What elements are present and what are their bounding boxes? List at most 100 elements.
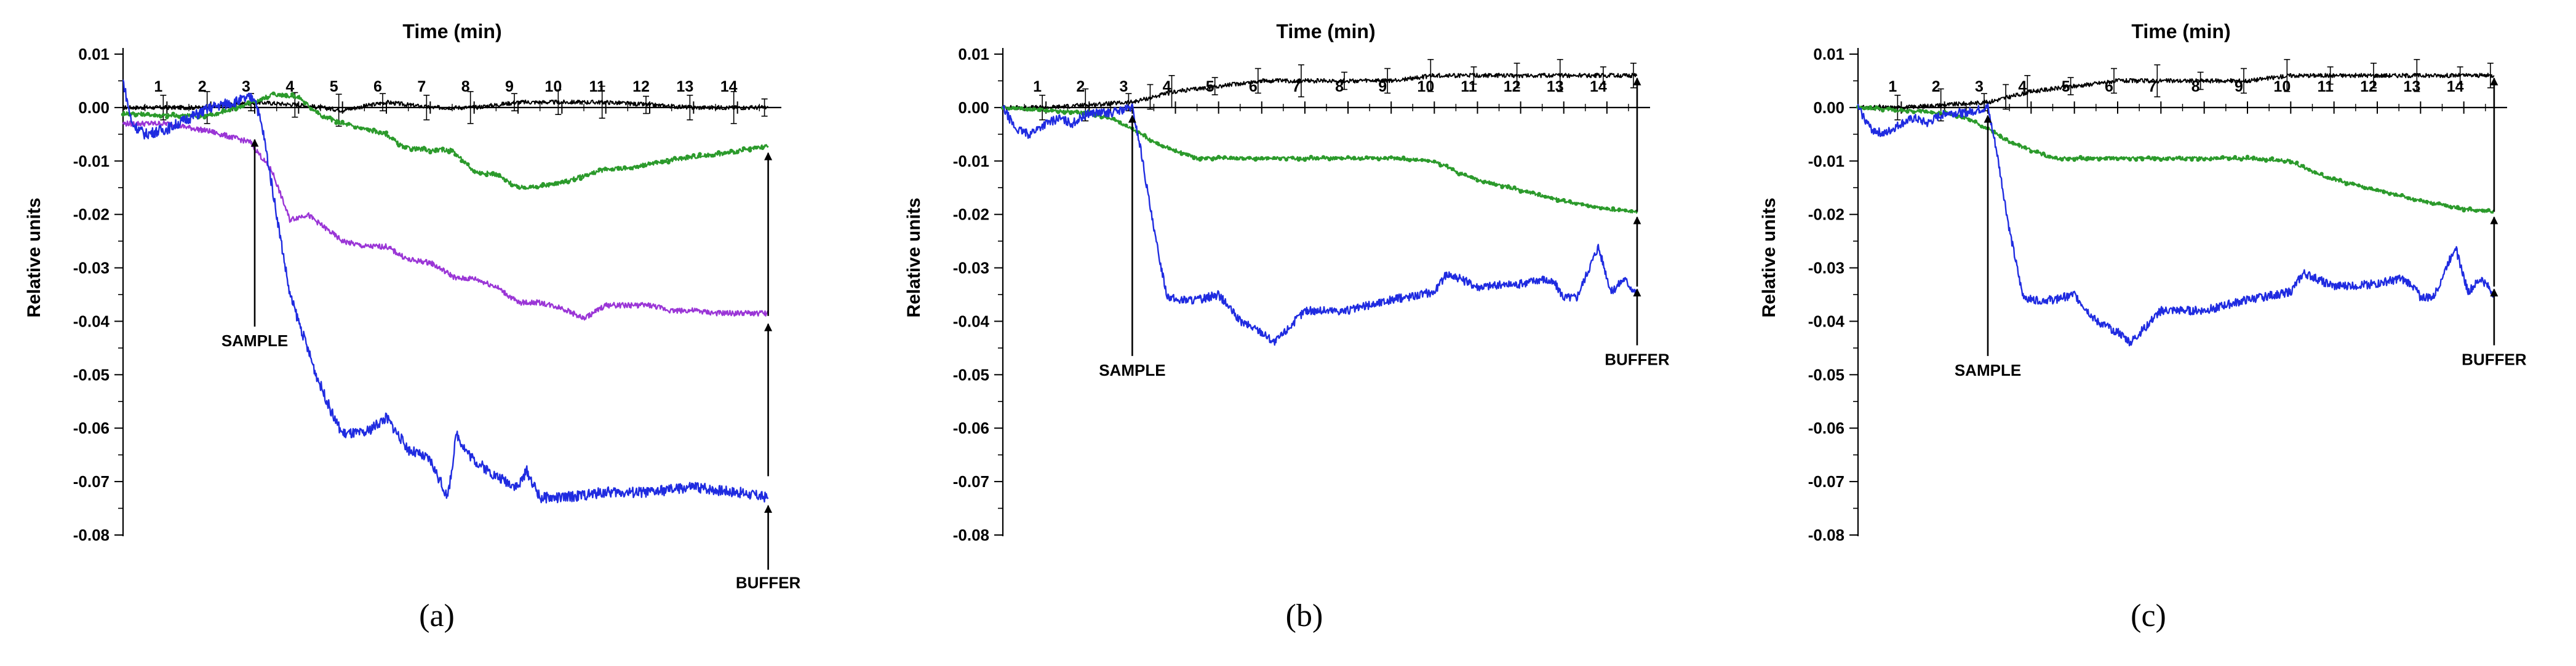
- x-tick-label: 14: [720, 78, 738, 95]
- series-point-green: [390, 137, 395, 141]
- series-point-green: [1204, 156, 1208, 161]
- x-tick-label: 1: [1033, 78, 1042, 95]
- series-point-green: [1069, 111, 1073, 116]
- series-point-green: [1512, 185, 1517, 189]
- series-point-green: [1568, 199, 1572, 204]
- series-point-green: [1376, 157, 1381, 162]
- chart-c-svg: 0.01 0.00 -0.01 -0.02 -0.03 -0.04 -0.05 -0.06 -0…: [1759, 20, 2527, 633]
- series-point-green: [1309, 154, 1314, 159]
- series-point-green: [616, 165, 621, 170]
- x-tick-label: 4: [1163, 78, 1171, 95]
- series-point-green: [372, 127, 376, 132]
- panel-label: (c): [2131, 598, 2166, 633]
- y-tick-label: -0.03: [1808, 259, 1844, 277]
- series-point-green: [679, 156, 684, 161]
- chart-panel-b: 0.01 0.00 -0.01 -0.02 -0.03 -0.04 -0.05 -0.06 -0…: [874, 0, 1735, 666]
- series-line-green: [1857, 105, 2495, 214]
- series-point-green: [384, 130, 389, 135]
- series-point-green: [604, 167, 608, 171]
- series-point-green: [1031, 107, 1036, 111]
- x-tick-label: 3: [242, 78, 250, 95]
- series-point-green: [1525, 189, 1529, 194]
- series-point-green: [566, 180, 570, 184]
- y-tick-label: -0.02: [1808, 205, 1844, 224]
- series-point-green: [2363, 186, 2367, 191]
- y-tick-label: -0.08: [1808, 526, 1844, 544]
- series-point-green: [290, 92, 295, 97]
- series-point-green: [152, 113, 157, 117]
- series-point-green: [503, 178, 508, 183]
- x-tick-label: 10: [1417, 78, 1434, 95]
- series-point-green: [2301, 164, 2305, 168]
- series-point-green: [1272, 156, 1277, 161]
- x-tick-label: 6: [373, 78, 382, 95]
- series-point-green: [1457, 172, 1461, 176]
- series-point-green: [1531, 190, 1535, 195]
- series-point-green: [535, 185, 539, 189]
- series-point-green: [466, 162, 470, 167]
- series-point-green: [760, 146, 765, 150]
- series-point-green: [359, 126, 364, 131]
- series-point-green: [1247, 156, 1251, 160]
- series-point-green: [1327, 157, 1332, 162]
- series-point-green: [2097, 157, 2102, 162]
- series-point-green: [2425, 199, 2429, 204]
- chart-panel-a: 0.01 0.00 -0.01 -0.02 -0.03 -0.04 -0.05 -0.06 -0…: [0, 0, 874, 666]
- y-tick-label: -0.06: [953, 419, 989, 437]
- series-point-green: [2338, 178, 2342, 182]
- x-tick-label: 3: [1119, 78, 1128, 95]
- series-point-green: [365, 127, 370, 132]
- series-point-green: [641, 164, 646, 168]
- series-point-green: [1617, 207, 1622, 212]
- series-point-green: [1222, 155, 1227, 159]
- x-tick-label: 12: [2360, 78, 2377, 95]
- series-point-green: [692, 153, 696, 157]
- annotation-label-buffer: BUFFER: [736, 573, 801, 592]
- x-tick-label: 11: [1461, 78, 1477, 95]
- series-point-green: [1315, 156, 1320, 161]
- series-point-green: [1266, 156, 1270, 161]
- series-point-green: [1481, 180, 1486, 184]
- series-point-green: [1253, 157, 1258, 162]
- y-tick-label: 0.01: [1813, 45, 1844, 63]
- series-point-green: [666, 161, 671, 165]
- series-point-green: [2350, 181, 2355, 186]
- y-tick-label: 0.00: [78, 98, 110, 117]
- series-point-green: [2127, 157, 2132, 162]
- series-point-green: [1149, 139, 1153, 143]
- series-point-green: [478, 172, 483, 176]
- x-tick-label: 3: [1975, 78, 1984, 95]
- series-point-green: [2319, 172, 2324, 176]
- series-point-green: [1284, 157, 1289, 162]
- series-point-green: [1463, 172, 1467, 176]
- y-tick-label: -0.01: [73, 152, 110, 170]
- series-point-green: [284, 92, 289, 97]
- series-point-green: [1192, 156, 1196, 161]
- series-point-green: [716, 150, 721, 154]
- series-point-green: [735, 150, 740, 154]
- y-tick-label: -0.05: [1808, 365, 1844, 384]
- series-point-green: [228, 108, 232, 113]
- y-tick-label: 0.00: [958, 98, 989, 117]
- series-point-green: [2035, 149, 2040, 154]
- series-point-green: [2406, 196, 2411, 200]
- series-point-green: [2190, 157, 2194, 162]
- series-point-green: [2276, 158, 2281, 162]
- series-point-green: [1605, 206, 1609, 211]
- series-point-green: [171, 111, 175, 116]
- series-point-green: [221, 108, 226, 113]
- series-point-green: [2356, 183, 2361, 188]
- series-point-green: [1198, 157, 1202, 162]
- y-tick-label: 0.00: [1813, 98, 1844, 117]
- series-point-green: [1358, 157, 1363, 161]
- series-point-green: [2078, 154, 2083, 159]
- series-point-green: [1629, 208, 1634, 213]
- series-point-green: [328, 115, 332, 120]
- series-point-green: [1043, 108, 1048, 113]
- series-point-green: [2171, 157, 2175, 161]
- series-point-green: [2344, 182, 2348, 186]
- series-point-green: [265, 96, 269, 100]
- series-point-green: [2159, 157, 2163, 162]
- series-point-green: [2214, 156, 2219, 161]
- series-point-green: [2041, 151, 2046, 156]
